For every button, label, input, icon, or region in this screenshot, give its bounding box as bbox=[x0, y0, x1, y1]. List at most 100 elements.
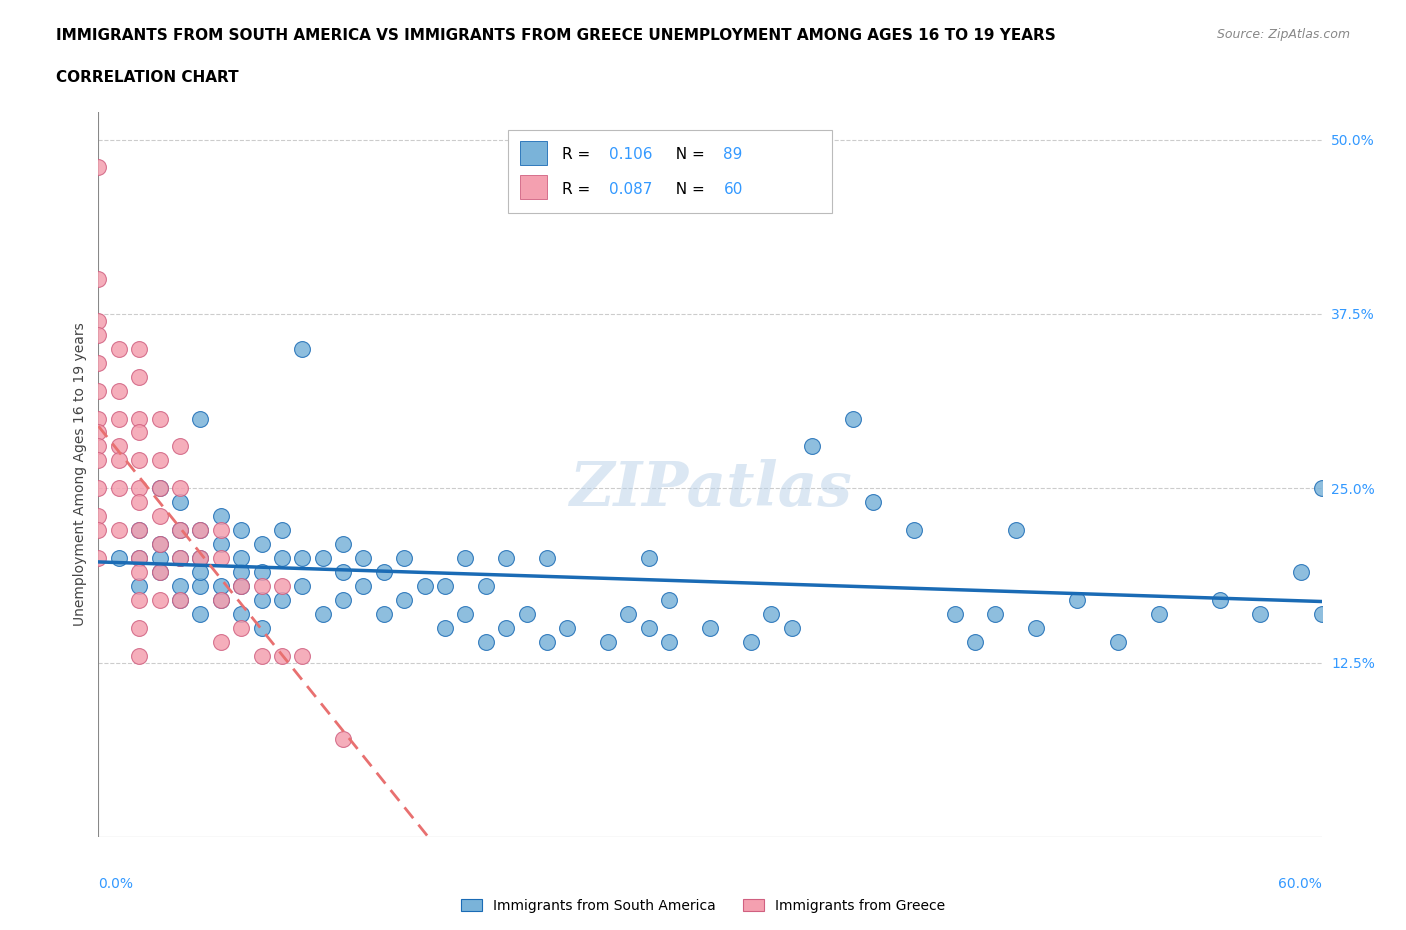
Point bbox=[841, 411, 863, 426]
Point bbox=[1025, 620, 1047, 635]
Text: 60.0%: 60.0% bbox=[1278, 877, 1322, 891]
Point bbox=[149, 551, 172, 565]
Text: 60: 60 bbox=[724, 181, 742, 197]
Point bbox=[128, 523, 150, 538]
Point bbox=[128, 648, 150, 663]
Point bbox=[169, 551, 191, 565]
Text: N =: N = bbox=[666, 147, 710, 162]
Point bbox=[149, 565, 172, 579]
Point bbox=[291, 578, 314, 593]
Point bbox=[149, 537, 172, 551]
Text: 0.087: 0.087 bbox=[609, 181, 652, 197]
Point bbox=[128, 411, 150, 426]
Point bbox=[188, 565, 212, 579]
Point bbox=[87, 355, 110, 370]
Point bbox=[209, 634, 232, 649]
Point bbox=[169, 551, 191, 565]
Point bbox=[1004, 523, 1026, 538]
Point bbox=[188, 551, 212, 565]
Point bbox=[1310, 606, 1333, 621]
Point bbox=[108, 453, 131, 468]
Point bbox=[270, 592, 294, 607]
Point bbox=[536, 551, 558, 565]
Point bbox=[108, 523, 131, 538]
Point bbox=[108, 481, 131, 496]
Point bbox=[231, 578, 253, 593]
Point bbox=[740, 634, 762, 649]
Point bbox=[128, 425, 150, 440]
Point bbox=[1310, 481, 1333, 496]
Text: R =: R = bbox=[562, 181, 595, 197]
Point bbox=[108, 411, 131, 426]
Point bbox=[108, 439, 131, 454]
Point bbox=[149, 509, 172, 524]
Legend: Immigrants from South America, Immigrants from Greece: Immigrants from South America, Immigrant… bbox=[456, 894, 950, 919]
Point bbox=[128, 620, 150, 635]
Point bbox=[169, 523, 191, 538]
Text: 89: 89 bbox=[724, 147, 742, 162]
Point bbox=[1209, 592, 1232, 607]
Point bbox=[332, 565, 354, 579]
Point bbox=[209, 537, 232, 551]
Point bbox=[291, 341, 314, 356]
Point bbox=[169, 495, 191, 510]
Point bbox=[128, 341, 150, 356]
Point bbox=[87, 313, 110, 328]
Point bbox=[250, 565, 273, 579]
Point bbox=[188, 523, 212, 538]
Point bbox=[231, 565, 253, 579]
Point bbox=[434, 620, 457, 635]
Point bbox=[87, 160, 110, 175]
Point bbox=[128, 369, 150, 384]
Point bbox=[373, 606, 395, 621]
Point bbox=[108, 341, 131, 356]
Point bbox=[231, 523, 253, 538]
Point bbox=[209, 592, 232, 607]
Point bbox=[149, 481, 172, 496]
Text: IMMIGRANTS FROM SOUTH AMERICA VS IMMIGRANTS FROM GREECE UNEMPLOYMENT AMONG AGES : IMMIGRANTS FROM SOUTH AMERICA VS IMMIGRA… bbox=[56, 28, 1056, 43]
Point bbox=[598, 634, 620, 649]
Point bbox=[699, 620, 721, 635]
Point bbox=[188, 606, 212, 621]
Point bbox=[965, 634, 987, 649]
Point bbox=[454, 606, 477, 621]
Point bbox=[780, 620, 803, 635]
Point bbox=[291, 648, 314, 663]
Point bbox=[392, 551, 416, 565]
Point bbox=[270, 523, 294, 538]
Point bbox=[801, 439, 824, 454]
Point bbox=[231, 578, 253, 593]
Point bbox=[188, 523, 212, 538]
Point bbox=[128, 565, 150, 579]
Point bbox=[169, 481, 191, 496]
Point bbox=[108, 551, 131, 565]
Text: 0.106: 0.106 bbox=[609, 147, 652, 162]
Text: R =: R = bbox=[562, 147, 595, 162]
Point bbox=[658, 634, 681, 649]
Point bbox=[250, 592, 273, 607]
FancyBboxPatch shape bbox=[520, 140, 547, 165]
Point bbox=[332, 592, 354, 607]
Point bbox=[495, 551, 517, 565]
Point bbox=[87, 453, 110, 468]
Point bbox=[188, 578, 212, 593]
Point bbox=[149, 592, 172, 607]
Point bbox=[1249, 606, 1271, 621]
Point bbox=[291, 551, 314, 565]
FancyBboxPatch shape bbox=[520, 175, 547, 199]
Point bbox=[188, 411, 212, 426]
Point bbox=[231, 620, 253, 635]
Point bbox=[474, 634, 498, 649]
Point bbox=[128, 523, 150, 538]
Point bbox=[658, 592, 681, 607]
Point bbox=[128, 592, 150, 607]
Point bbox=[169, 578, 191, 593]
Point bbox=[536, 634, 558, 649]
Point bbox=[87, 439, 110, 454]
Point bbox=[1147, 606, 1170, 621]
Point bbox=[903, 523, 925, 538]
Point bbox=[87, 383, 110, 398]
Point bbox=[1291, 565, 1313, 579]
Point bbox=[638, 551, 661, 565]
Point bbox=[761, 606, 783, 621]
